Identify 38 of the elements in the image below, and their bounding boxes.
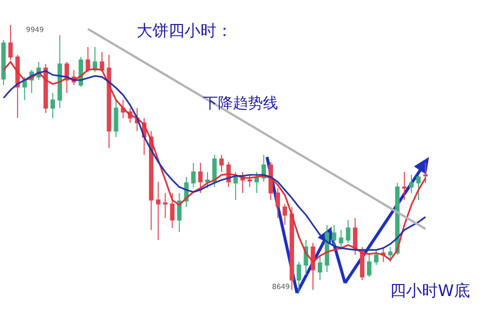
candlestick xyxy=(423,162,428,184)
candlestick xyxy=(114,100,118,138)
candlestick xyxy=(346,220,350,244)
candlestick xyxy=(247,174,252,188)
candlestick xyxy=(352,217,358,256)
candlestick xyxy=(219,154,224,172)
candlestick xyxy=(22,76,27,101)
candlestick xyxy=(163,192,168,218)
candlestick xyxy=(156,181,160,241)
candlestick xyxy=(191,162,196,188)
candlestick xyxy=(254,171,259,194)
candlestick xyxy=(296,261,302,293)
candlestick xyxy=(170,192,175,229)
candlestick xyxy=(233,171,238,201)
candlestick xyxy=(86,46,90,72)
candlestick xyxy=(374,249,378,266)
annotation: 四小时W底 xyxy=(390,281,470,300)
chart-title: 大饼四小时： xyxy=(136,20,233,40)
candlestick xyxy=(8,25,13,61)
candlestick xyxy=(58,34,62,109)
candlestick xyxy=(409,174,414,194)
candlestick xyxy=(198,162,203,194)
candlestick xyxy=(388,246,393,262)
candlestick xyxy=(276,188,280,218)
candlestick xyxy=(360,246,364,281)
candlestick xyxy=(177,192,182,232)
candlestick xyxy=(50,92,55,118)
candlestick xyxy=(282,203,288,226)
candlestick xyxy=(367,252,372,278)
candlestick xyxy=(310,242,316,290)
candlestick xyxy=(205,171,210,189)
candlestick xyxy=(43,63,48,114)
candlestick xyxy=(416,174,421,201)
candlestick xyxy=(148,130,154,230)
candlestick xyxy=(290,206,294,290)
annotation: 下降趋势线 xyxy=(203,94,278,112)
candlestick xyxy=(268,161,273,201)
candlestick xyxy=(402,171,407,201)
